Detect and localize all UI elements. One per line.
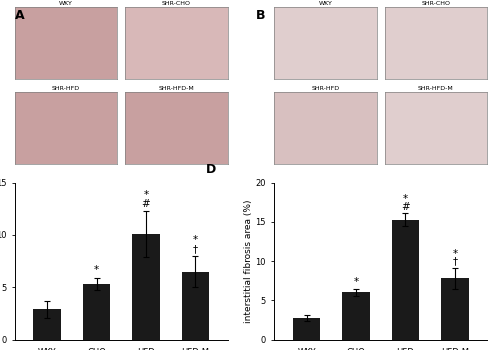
Bar: [441, 278, 469, 340]
Y-axis label: interstitial fibrosis area (%): interstitial fibrosis area (%): [244, 199, 253, 323]
Title: SHR-HFD: SHR-HFD: [52, 86, 80, 91]
Text: †: †: [193, 244, 198, 254]
Text: #: #: [142, 199, 151, 209]
Text: *: *: [452, 249, 457, 259]
Title: SHR-CHO: SHR-CHO: [421, 1, 450, 6]
Title: SHR-HFD: SHR-HFD: [312, 86, 339, 91]
Text: D: D: [206, 163, 217, 176]
Text: *: *: [193, 236, 198, 245]
Bar: [392, 219, 419, 340]
Text: B: B: [256, 9, 265, 22]
Text: *: *: [403, 194, 408, 204]
Text: *: *: [144, 190, 149, 201]
Bar: [33, 309, 61, 340]
Bar: [342, 293, 370, 340]
Text: *: *: [353, 277, 358, 287]
Text: †: †: [452, 257, 457, 267]
Text: *: *: [94, 265, 99, 275]
Title: SHR-HFD-M: SHR-HFD-M: [418, 86, 454, 91]
Bar: [83, 284, 110, 340]
Bar: [182, 272, 209, 340]
Text: A: A: [15, 9, 24, 22]
Bar: [132, 234, 160, 340]
Title: SHR-CHO: SHR-CHO: [162, 1, 191, 6]
Title: WKY: WKY: [59, 1, 73, 6]
Title: SHR-HFD-M: SHR-HFD-M: [159, 86, 194, 91]
Text: #: #: [401, 202, 410, 212]
Bar: [293, 318, 320, 340]
Title: WKY: WKY: [319, 1, 332, 6]
